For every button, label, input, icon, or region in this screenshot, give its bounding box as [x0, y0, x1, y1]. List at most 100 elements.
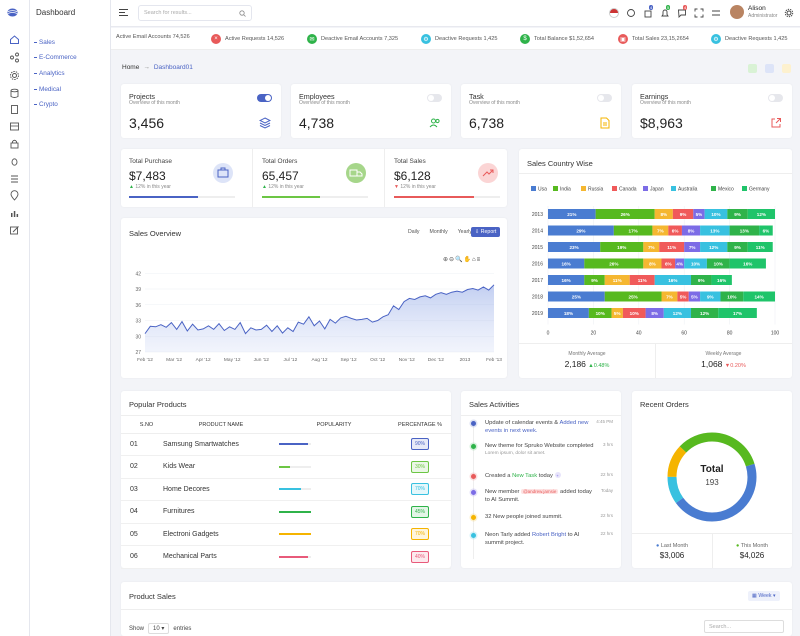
gear-icon[interactable]	[784, 8, 794, 18]
legend-swatch	[643, 186, 648, 191]
data-label: 25%	[629, 295, 638, 300]
x-tick-label: 100	[771, 331, 780, 337]
file-icon[interactable]	[9, 104, 20, 115]
database-icon[interactable]	[9, 88, 20, 99]
sidebar-title: Dashboard	[36, 8, 76, 17]
bar-segment	[668, 225, 682, 236]
week-filter-button[interactable]: ▦ Week ▾	[748, 591, 780, 601]
y-tick-label: 39	[135, 287, 141, 293]
sales-country-card: Sales Country Wise Usa India Russia Canada J…	[519, 149, 792, 378]
sidebar-item-label: Sales	[39, 39, 55, 46]
total-title: Total Purchase	[129, 158, 172, 165]
entries-select[interactable]: 10 ▾	[148, 623, 170, 634]
sidebar-item-ecommerce[interactable]: E-Commerce	[34, 54, 77, 61]
action-button-yellow[interactable]	[782, 64, 791, 73]
stat-toggle[interactable]	[257, 94, 272, 102]
logo-icon[interactable]	[7, 7, 22, 19]
x-tick-label: 40	[636, 331, 642, 337]
bar-segment	[700, 242, 728, 252]
last-month-value: $3,006	[659, 551, 685, 560]
menu-toggle-icon[interactable]	[119, 8, 128, 17]
table-icon[interactable]	[9, 121, 20, 132]
search-input[interactable]: Search for results...	[138, 5, 252, 21]
legend-swatch	[711, 186, 716, 191]
icon-rail	[0, 0, 30, 636]
gear-icon: ⚙	[421, 34, 431, 44]
theme-toggle-icon[interactable]	[626, 8, 636, 18]
data-label: 17%	[629, 229, 638, 234]
filter-icon[interactable]	[711, 8, 721, 18]
total-note: ▲ 12% in this year	[262, 184, 304, 190]
row-percentage: 45%	[389, 501, 451, 524]
data-label: 5%	[614, 311, 621, 316]
bar-segment	[604, 291, 662, 302]
sidebar-item-analytics[interactable]: Analytics	[34, 70, 65, 77]
bar-segment	[613, 225, 653, 236]
bar-segment	[548, 242, 601, 252]
data-label: 6%	[665, 262, 672, 267]
sliders-icon[interactable]	[9, 173, 20, 184]
activity-dot	[471, 444, 476, 449]
map-pin-icon[interactable]	[9, 190, 20, 201]
action-button-green[interactable]	[748, 64, 757, 73]
sidebar-item-medical[interactable]: Medical	[34, 86, 61, 93]
ticker-item: $ Total Balance $1,52,654	[520, 34, 594, 44]
table-row: 01 Samsung Smartwatches 90%	[121, 433, 451, 456]
total-note: ▲ 12% in this year	[129, 184, 171, 190]
stat-value: 4,738	[299, 115, 335, 131]
action-button-blue[interactable]	[765, 64, 774, 73]
avatar[interactable]	[730, 5, 744, 19]
notifications-icon[interactable]: 5	[660, 5, 671, 18]
legend-label: Japan	[650, 187, 664, 193]
stat-toggle[interactable]	[597, 94, 612, 102]
data-label: 9%	[698, 278, 705, 283]
legend-swatch	[531, 186, 536, 191]
breadcrumb-home[interactable]: Home	[122, 64, 140, 71]
data-label: 29%	[576, 229, 585, 234]
total-value: $6,128	[394, 169, 431, 183]
data-label: 26%	[621, 212, 630, 217]
stat-toggle[interactable]	[427, 94, 442, 102]
table-search-input[interactable]: Search...	[704, 620, 784, 633]
y-tick-label: 2019	[532, 311, 543, 317]
chart-toolbar[interactable]: ⊕⊖🔍✋⌂≡	[443, 257, 482, 263]
x-tick-label: 20	[591, 331, 597, 337]
data-label: 10%	[714, 262, 723, 267]
data-label: 11%	[638, 278, 647, 283]
legend-label: Australia	[678, 187, 698, 193]
bullet-icon	[34, 104, 37, 105]
cart-icon[interactable]: 4	[643, 5, 654, 18]
lock-icon[interactable]	[9, 138, 20, 149]
sidebar-item-sales[interactable]: Sales	[34, 39, 55, 46]
row-product-name: Home Decores	[163, 485, 210, 493]
edit-icon[interactable]	[9, 225, 20, 236]
total-note: ▼ 12% in this year	[394, 184, 436, 190]
messages-icon[interactable]: 4	[677, 5, 688, 19]
area-fill	[145, 284, 494, 352]
row-product-name: Furnitures	[163, 508, 195, 516]
report-button[interactable]: ⇩ Report	[471, 227, 501, 237]
donut-total-label: Total	[700, 464, 724, 475]
home-icon[interactable]	[9, 34, 20, 45]
table-row: 03 Home Decores 70%	[121, 478, 451, 501]
recent-orders-card: Recent Orders Total 193 ● Last Month $3,…	[632, 391, 792, 568]
bar-segment	[677, 291, 689, 302]
share-icon[interactable]	[9, 52, 20, 63]
x-icon: ×	[211, 34, 221, 44]
sidebar-item-crypto[interactable]: Crypto	[34, 101, 58, 108]
chart-icon[interactable]	[9, 208, 20, 219]
activity-dot	[471, 474, 476, 479]
tab-monthly[interactable]: Monthly	[429, 229, 448, 235]
tab-yearly[interactable]: Yearly	[457, 229, 472, 235]
stat-toggle[interactable]	[768, 94, 783, 102]
tab-daily[interactable]: Daily	[408, 229, 420, 235]
bar-segment	[654, 275, 692, 285]
bug-icon[interactable]	[9, 156, 20, 167]
settings-icon[interactable]	[9, 70, 20, 81]
fullscreen-icon[interactable]	[694, 8, 704, 18]
stat-title: Earnings	[640, 92, 669, 101]
x-tick-label: Nov '12	[399, 357, 415, 363]
data-label: 26%	[609, 262, 618, 267]
data-label: 5%	[696, 212, 703, 217]
flag-icon[interactable]	[609, 8, 619, 18]
